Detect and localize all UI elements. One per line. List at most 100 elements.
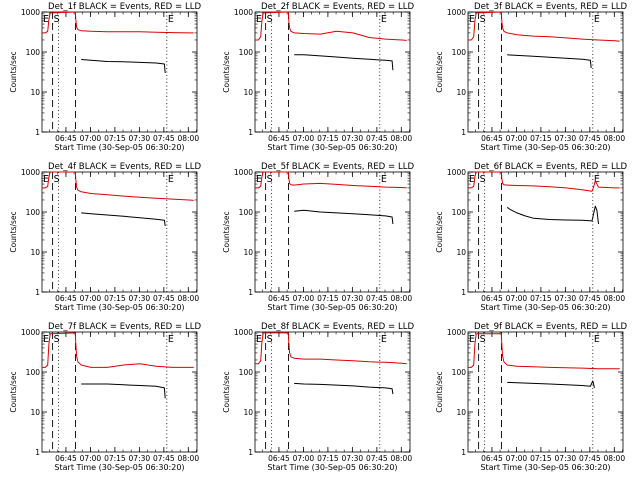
plot-frame [41, 171, 198, 293]
y-tick-label: 10 [243, 88, 253, 97]
series-events-line [81, 212, 166, 226]
y-axis-label: Counts/sec [435, 371, 444, 412]
marker-label-s: S [54, 174, 60, 185]
series-events-line [294, 382, 394, 395]
x-tick-label: 07:30 [342, 134, 364, 143]
x-tick-label: 07:00 [293, 134, 315, 143]
x-axis-label: Start Time (30-Sep-05 06:30:20) [54, 303, 184, 312]
x-tick-label: 06:45 [481, 294, 503, 303]
y-tick-label: 1000 [21, 328, 40, 337]
detector-panel-5: Det_5f BLACK = Events, RED = LLD 1 10 100 10… [222, 162, 415, 312]
x-tick-label: 07:00 [80, 134, 102, 143]
detector-panel-4: Det_4f BLACK = Events, RED = LLD 1 10 100 10… [9, 162, 202, 312]
x-axis-label: Start Time (30-Sep-05 06:30:20) [54, 463, 184, 472]
detector-panel-8: Det_8f BLACK = Events, RED = LLD 1 10 100 10… [222, 322, 415, 472]
series-lld-line [42, 11, 194, 34]
y-axis-label: Counts/sec [9, 51, 18, 92]
x-tick-label: 07:30 [129, 454, 151, 463]
x-tick-label: 07:00 [506, 294, 528, 303]
y-tick-label: 1000 [234, 168, 253, 177]
x-tick-label: 07:00 [293, 454, 315, 463]
x-tick-label: 07:15 [530, 134, 552, 143]
panel-title: Det_5f BLACK = Events, RED = LLD [261, 162, 415, 172]
y-tick-label: 1000 [447, 168, 466, 177]
marker-label-e-right: E [594, 174, 600, 185]
x-tick-label: 06:45 [55, 134, 77, 143]
marker-label-s: S [480, 174, 486, 185]
x-tick-label: 06:45 [268, 134, 290, 143]
panel-title: Det_8f BLACK = Events, RED = LLD [261, 322, 415, 332]
panel-title: Det_2f BLACK = Events, RED = LLD [261, 2, 415, 12]
marker-label-s: S [54, 334, 60, 345]
marker-label-e-left: E [43, 14, 49, 25]
series-lld-line [468, 171, 620, 192]
x-tick-label: 07:45 [366, 294, 388, 303]
series-lld-line [468, 11, 620, 42]
x-tick-label: 07:45 [153, 294, 175, 303]
x-tick-label: 07:00 [506, 134, 528, 143]
y-tick-label: 100 [239, 368, 254, 377]
y-axis-label: Counts/sec [435, 211, 444, 252]
x-axis-label: Start Time (30-Sep-05 06:30:20) [267, 303, 397, 312]
x-tick-label: 07:15 [104, 454, 126, 463]
y-tick-label: 10 [30, 248, 40, 257]
x-tick-label: 07:00 [506, 454, 528, 463]
marker-label-e-left: E [469, 174, 475, 185]
x-tick-label: 07:45 [153, 134, 175, 143]
x-tick-label: 07:15 [530, 294, 552, 303]
marker-label-e-right: E [168, 174, 174, 185]
x-tick-label: 07:15 [317, 294, 339, 303]
y-axis-label: Counts/sec [9, 211, 18, 252]
y-tick-label: 1 [35, 448, 40, 457]
x-tick-label: 08:00 [390, 134, 412, 143]
marker-label-e-right: E [381, 174, 387, 185]
x-tick-label: 08:00 [390, 454, 412, 463]
x-tick-label: 07:00 [80, 454, 102, 463]
x-tick-label: 07:45 [366, 134, 388, 143]
y-axis-label: Counts/sec [9, 371, 18, 412]
y-tick-label: 10 [30, 88, 40, 97]
y-tick-label: 100 [239, 48, 254, 57]
x-tick-label: 07:15 [104, 134, 126, 143]
series-events-line [81, 383, 166, 399]
marker-label-e-left: E [256, 334, 262, 345]
series-lld-line [468, 333, 620, 370]
marker-label-s: S [480, 14, 486, 25]
y-axis-label: Counts/sec [222, 51, 231, 92]
y-tick-label: 1 [35, 288, 40, 297]
x-tick-label: 08:00 [390, 294, 412, 303]
series-events-line [506, 205, 599, 225]
x-tick-label: 07:30 [555, 454, 577, 463]
series-lld-line [255, 11, 407, 41]
y-tick-label: 100 [452, 208, 467, 217]
x-tick-label: 08:00 [603, 294, 625, 303]
y-tick-label: 10 [456, 88, 466, 97]
x-tick-label: 08:00 [177, 134, 199, 143]
y-tick-label: 1 [248, 448, 253, 457]
y-tick-label: 1000 [234, 8, 253, 17]
x-tick-label: 06:45 [55, 294, 77, 303]
detector-panel-3: Det_3f BLACK = Events, RED = LLD 1 10 100 10… [435, 2, 628, 152]
x-tick-label: 06:45 [268, 294, 290, 303]
detector-panel-2: Det_2f BLACK = Events, RED = LLD 1 10 100 10… [222, 2, 415, 152]
x-tick-label: 07:45 [579, 294, 601, 303]
series-events-line [294, 209, 394, 225]
plot-frame [254, 331, 411, 453]
marker-label-e-right: E [381, 14, 387, 25]
x-tick-label: 07:00 [80, 294, 102, 303]
y-tick-label: 1 [461, 448, 466, 457]
y-tick-label: 1000 [447, 328, 466, 337]
marker-label-e-right: E [594, 14, 600, 25]
panel-title: Det_6f BLACK = Events, RED = LLD [474, 162, 628, 172]
y-tick-label: 100 [26, 48, 41, 57]
y-tick-label: 1000 [21, 168, 40, 177]
x-tick-label: 07:00 [293, 294, 315, 303]
detector-panel-7: Det_7f BLACK = Events, RED = LLD 1 10 100 10… [9, 322, 202, 472]
y-tick-label: 10 [456, 248, 466, 257]
series-events-line [294, 54, 394, 71]
y-axis-label: Counts/sec [435, 51, 444, 92]
series-lld-line [42, 332, 194, 368]
y-tick-label: 10 [243, 408, 253, 417]
y-tick-label: 100 [452, 48, 467, 57]
